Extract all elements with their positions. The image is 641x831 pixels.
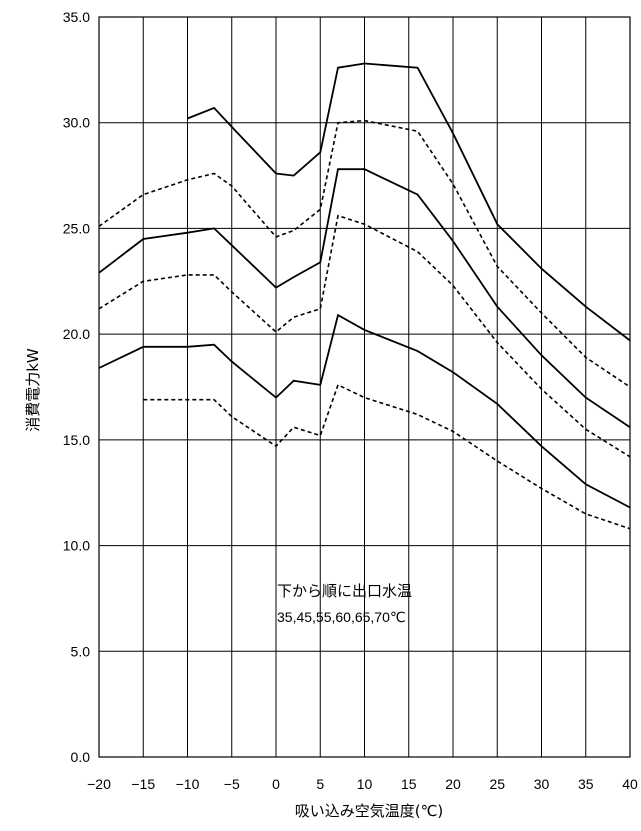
y-tick-label: 20.0 (63, 326, 90, 342)
x-tick-label: 0 (272, 776, 280, 792)
y-tick-label: 15.0 (63, 432, 90, 448)
y-tick-labels: 0.0 5.0 10.0 15.0 20.0 25.0 30.0 35.0 (63, 9, 90, 765)
series-line-4-solid (98, 168, 631, 428)
grid-lines (98, 16, 631, 758)
y-tick-label: 10.0 (63, 538, 90, 554)
series-lines (98, 62, 631, 530)
y-tick-label: 35.0 (63, 9, 90, 25)
y-tick-label: 0.0 (71, 749, 91, 765)
x-tick-label: 15 (401, 776, 417, 792)
series-line-6-solid (187, 62, 631, 342)
x-tick-label: 35 (578, 776, 594, 792)
x-tick-label: 25 (489, 776, 505, 792)
x-tick-label: −10 (176, 776, 200, 792)
x-tick-label: 5 (316, 776, 324, 792)
annotation-line2: 35,45,55,60,65,70℃ (277, 609, 406, 625)
x-tick-label: 40 (622, 776, 638, 792)
x-tick-labels: −20 −15 −10 −5 0 5 10 15 20 25 30 35 40 (87, 776, 638, 792)
annotation-line1: 下から順に出口水温 (277, 582, 412, 600)
x-tick-label: 10 (357, 776, 373, 792)
x-tick-label: −5 (224, 776, 240, 792)
x-tick-label: −20 (87, 776, 111, 792)
plot-border (98, 16, 631, 758)
x-axis-label: 吸い込み空気温度(℃) (295, 802, 444, 820)
y-axis-label: 消費電力kW (24, 348, 42, 432)
series-line-5-dashed (98, 119, 631, 388)
series-line-1-dashed (143, 383, 631, 530)
y-tick-label: 5.0 (71, 643, 91, 659)
y-tick-label: 30.0 (63, 115, 90, 131)
y-tick-label: 25.0 (63, 220, 90, 236)
x-tick-label: 20 (445, 776, 461, 792)
plot-frame (98, 16, 631, 758)
x-tick-label: −15 (131, 776, 155, 792)
series-line-2-solid (98, 313, 631, 509)
x-tick-label: 30 (534, 776, 550, 792)
